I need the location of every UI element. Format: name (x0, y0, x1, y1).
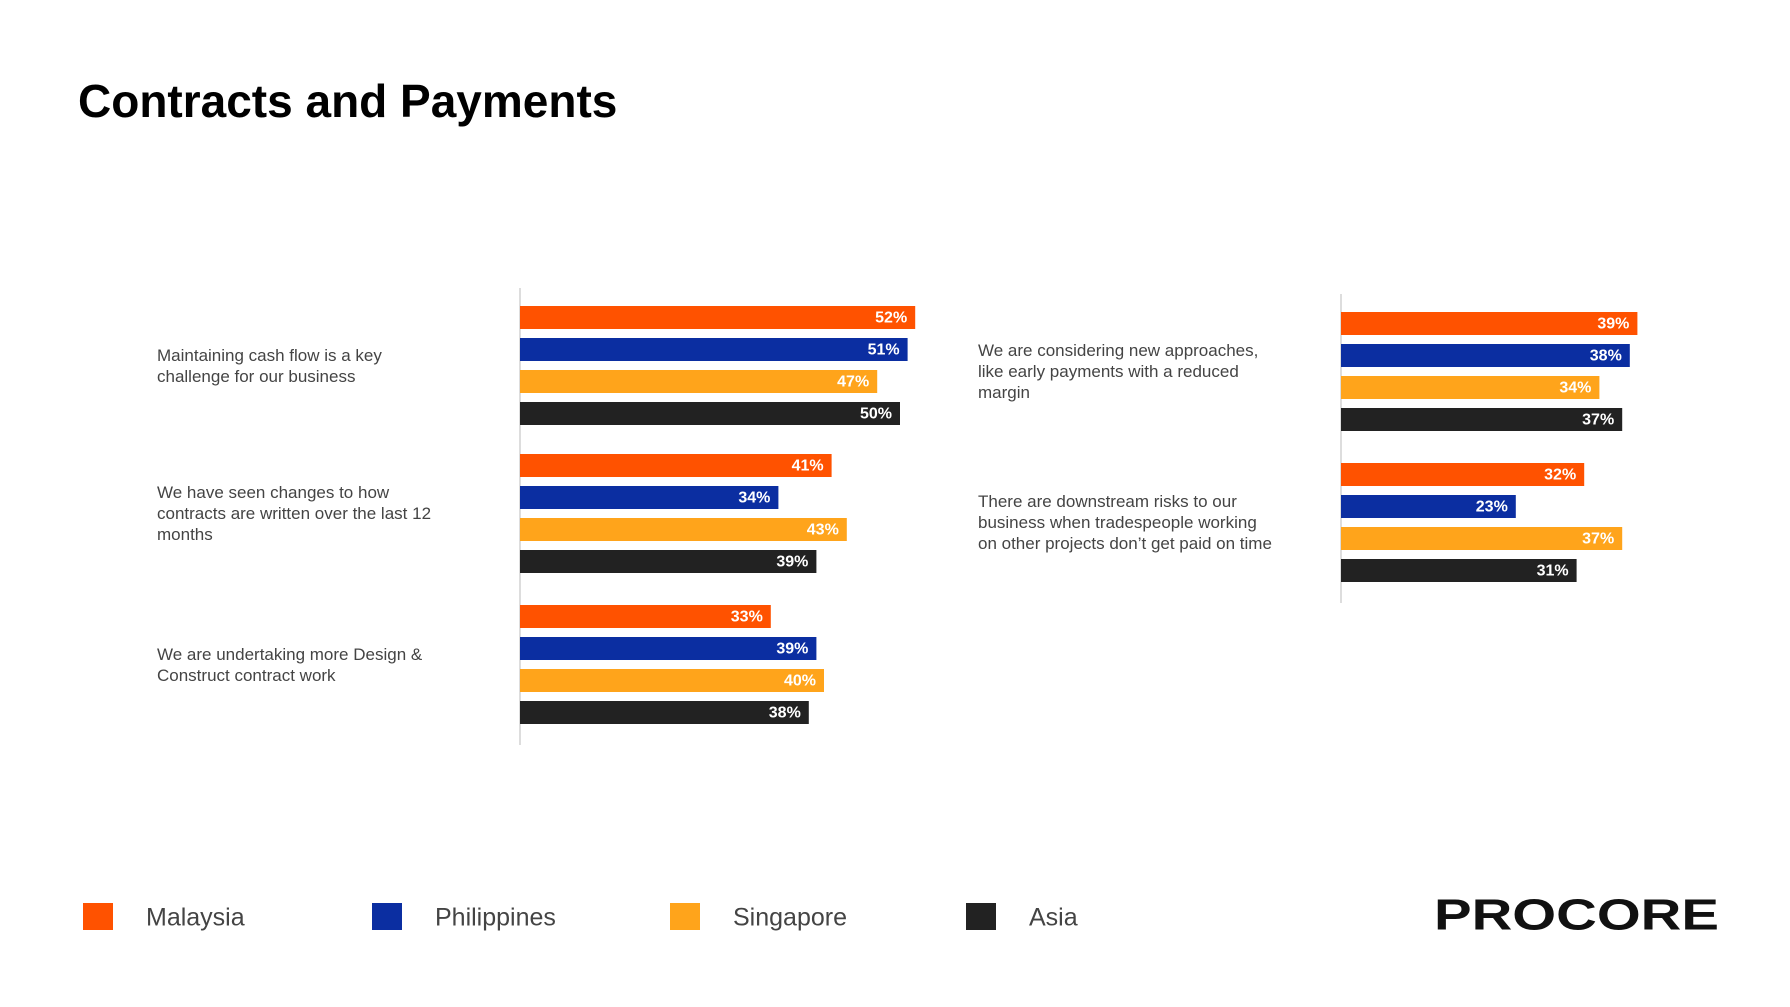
value-label: 50% (860, 406, 892, 423)
bar (1341, 495, 1516, 518)
value-label: 37% (1582, 531, 1614, 548)
category-label: We are considering new approaches, like … (978, 341, 1259, 402)
legend-label: Asia (1029, 904, 1078, 932)
bar (1341, 408, 1623, 431)
bar (520, 454, 832, 477)
category-label: Maintaining cash flow is a key challenge… (157, 345, 382, 386)
bar (1341, 312, 1638, 335)
bar (520, 518, 847, 541)
bar (520, 486, 779, 509)
value-label: 37% (1582, 412, 1614, 429)
category-label: We are undertaking more Design & Constru… (157, 644, 423, 685)
bar (520, 370, 878, 393)
category-label: We have seen changes to how contracts ar… (157, 483, 432, 544)
bar (1341, 463, 1585, 486)
value-label: 43% (807, 522, 839, 539)
value-label: 38% (769, 705, 801, 722)
value-label: 39% (1597, 316, 1629, 333)
value-label: 34% (1559, 380, 1591, 397)
bar (1341, 344, 1630, 367)
legend-label: Philippines (435, 904, 556, 932)
value-label: 41% (792, 458, 824, 475)
value-label: 34% (738, 490, 770, 507)
value-label: 52% (875, 310, 907, 327)
value-label: 51% (868, 342, 900, 359)
value-label: 39% (776, 641, 808, 658)
legend-swatch (83, 903, 113, 930)
bar (520, 338, 908, 361)
value-label: 33% (731, 609, 763, 626)
value-label: 31% (1537, 563, 1569, 580)
value-label: 47% (837, 374, 869, 391)
bar (520, 306, 916, 329)
legend-swatch (372, 903, 402, 930)
legend-swatch (966, 903, 996, 930)
bar (520, 550, 817, 573)
bar (1341, 376, 1600, 399)
bar (520, 701, 809, 724)
legend-label: Malaysia (146, 904, 245, 932)
bar (520, 402, 900, 425)
brand-logo: PROCORE (1434, 891, 1719, 940)
bar (520, 605, 771, 628)
bar (1341, 527, 1623, 550)
value-label: 38% (1590, 348, 1622, 365)
bar (520, 637, 817, 660)
category-label: There are downstream risks to our busine… (978, 492, 1272, 553)
value-label: 23% (1476, 499, 1508, 516)
value-label: 32% (1544, 467, 1576, 484)
legend-label: Singapore (733, 904, 847, 932)
bar (1341, 559, 1577, 582)
chart-title: Contracts and Payments (78, 75, 617, 127)
legend-swatch (670, 903, 700, 930)
bar (520, 669, 824, 692)
value-label: 40% (784, 673, 816, 690)
value-label: 39% (776, 554, 808, 571)
